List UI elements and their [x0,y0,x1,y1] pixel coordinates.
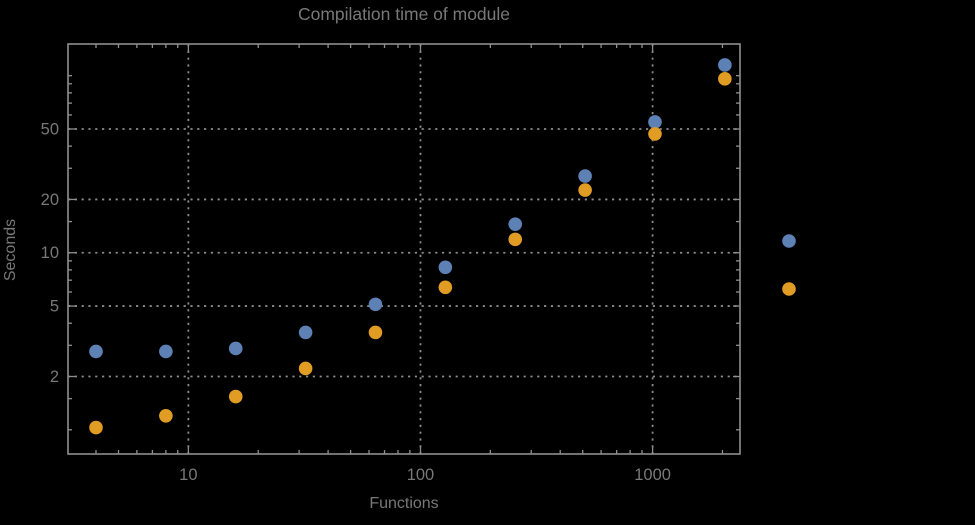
y-tick-label-5: 5 [50,298,59,316]
x-tick-label-10: 10 [179,466,197,484]
data-point-orange-x32 [298,361,313,376]
data-point-orange-x256 [508,232,523,247]
data-point-blue-x32 [298,325,313,340]
chart-title: Compilation time of module [297,4,511,24]
x-tick-label-100: 100 [407,466,435,484]
data-point-blue-x64 [368,297,383,312]
plot-frame [67,43,741,455]
data-point-blue-x2048 [718,58,732,72]
x-axis-label: Functions [369,495,439,512]
data-point-orange-x2048 [718,72,732,86]
data-point-orange-x8 [159,408,173,423]
y-tick-label-2: 2 [50,368,59,386]
data-point-blue-x128 [438,260,453,275]
data-point-orange-x512 [578,183,592,197]
data-point-blue-x256 [508,217,523,231]
legend-marker-orange [782,282,796,296]
data-point-orange-x1024 [648,127,662,141]
y-tick-label-20: 20 [41,191,59,209]
data-point-blue-x8 [159,344,173,359]
y-tick-label-50: 50 [41,120,59,138]
data-point-orange-x16 [228,389,243,404]
y-axis-label: Seconds [2,218,19,282]
data-point-blue-x4 [89,344,103,359]
data-point-orange-x4 [89,420,103,435]
data-point-orange-x128 [438,280,453,295]
data-point-blue-x512 [578,169,592,183]
data-point-orange-x64 [368,325,383,340]
legend-marker-blue [782,234,796,248]
data-point-blue-x1024 [648,115,662,129]
data-point-blue-x16 [228,341,243,356]
y-tick-label-10: 10 [41,244,59,262]
x-tick-label-1000: 1000 [634,466,671,484]
